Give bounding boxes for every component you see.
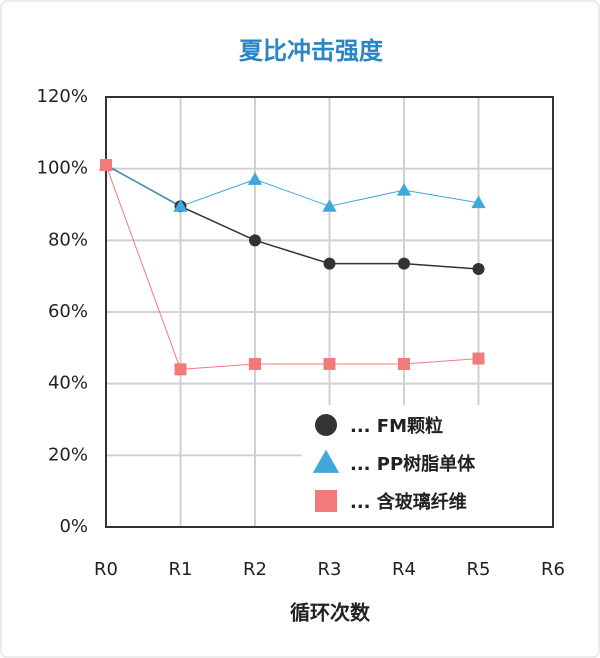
y-tick-label: 40% [48, 373, 88, 394]
y-tick-label: 100% [37, 158, 88, 179]
point [312, 449, 340, 473]
series-line [105, 164, 479, 207]
point [322, 199, 337, 212]
x-tick-label: R4 [392, 559, 416, 580]
plot-frame [105, 96, 554, 528]
chart-title: 夏比冲击强度 [239, 37, 384, 65]
point [249, 234, 261, 247]
y-tick-label: 60% [48, 301, 88, 322]
point [174, 363, 187, 376]
point [100, 159, 112, 172]
point [398, 257, 410, 270]
point [472, 352, 485, 365]
point [173, 199, 188, 212]
x-tick-label: R1 [169, 559, 193, 580]
legend-label: ... FM颗粒 [350, 415, 443, 437]
x-tick-label: R5 [467, 559, 491, 580]
y-tick-label: 0% [59, 516, 88, 537]
x-tick-label: R0 [94, 559, 118, 580]
point [472, 263, 485, 275]
point [471, 195, 486, 209]
x-tick-label: R3 [318, 559, 342, 580]
point [249, 357, 261, 370]
legend-label: ... PP树脂单体 [350, 453, 476, 475]
point [396, 182, 412, 196]
legend-label: ... 含玻璃纤维 [350, 491, 467, 513]
point [247, 172, 263, 185]
point [315, 490, 337, 512]
legend-box [302, 405, 552, 526]
point [398, 357, 410, 370]
point [315, 414, 337, 436]
point [323, 257, 336, 270]
x-axis-label: 循环次数 [290, 601, 371, 625]
y-tick-label: 20% [48, 444, 88, 465]
y-tick-label: 80% [48, 229, 88, 250]
x-tick-label: R2 [243, 559, 267, 580]
series-line [105, 164, 479, 370]
x-tick-label: R6 [541, 559, 565, 580]
y-tick-label: 120% [37, 86, 88, 107]
point [323, 357, 336, 370]
